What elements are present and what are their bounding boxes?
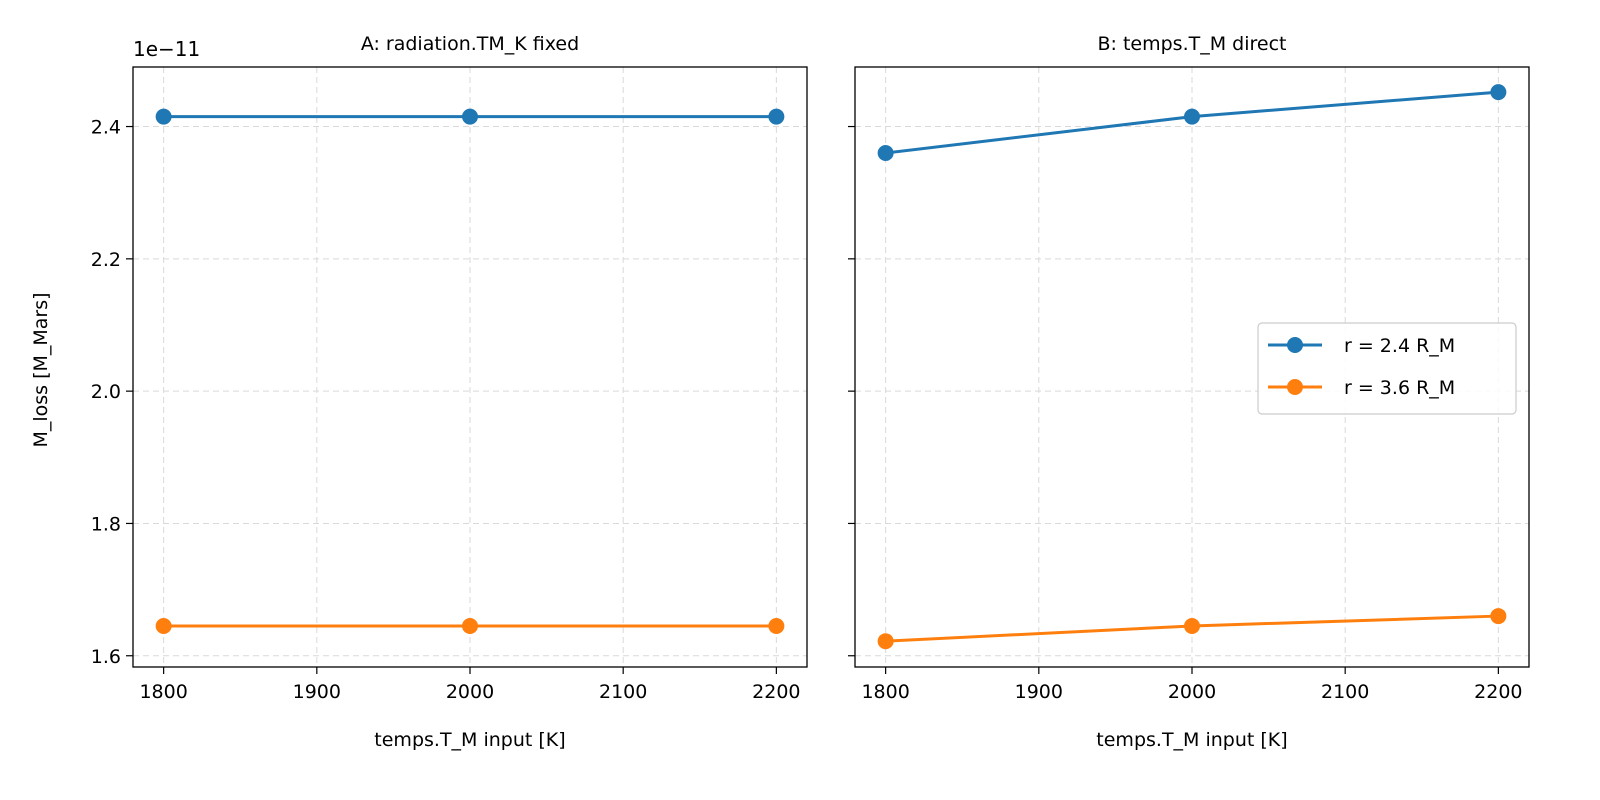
data-point (462, 617, 478, 634)
y-axis-label: M_loss [M_Mars] (30, 292, 52, 447)
x-tick-label: 1800 (139, 681, 187, 703)
panel-b-x-ticks: 1800 1900 2000 2100 2200 (861, 667, 1523, 703)
data-point (1184, 108, 1200, 125)
panel-b-grid (855, 67, 1529, 667)
panel-a-y-scale-offset: 1e−11 (133, 37, 200, 61)
data-point (877, 633, 894, 650)
x-tick-label: 2000 (446, 681, 494, 703)
panel-a: 1800 1900 2000 2100 2200 1.6 1.8 2.0 2.2 2.4 A: … (91, 33, 808, 751)
y-tick-label: 2.4 (91, 117, 121, 139)
legend-box (1257, 322, 1517, 415)
legend-swatch-marker (1287, 379, 1303, 395)
panel-b-y-ticks (848, 125, 855, 657)
legend-swatch-marker (1287, 337, 1303, 353)
panel-b-x-axis-label: temps.T_M input [K] (1096, 729, 1287, 751)
legend: r = 2.4 R_Mr = 3.6 R_M (1257, 322, 1517, 415)
panel-a-title: A: radiation.TM_K fixed (361, 33, 579, 55)
data-point (1490, 84, 1507, 101)
x-tick-label: 2000 (1168, 681, 1216, 703)
panel-b-series (877, 84, 1507, 650)
x-tick-label: 1900 (1015, 681, 1063, 703)
data-point (877, 144, 894, 161)
data-point (1490, 608, 1507, 625)
panel-b: 1800 1900 2000 2100 2200 B: temps.T_M direct… (848, 33, 1530, 751)
panel-b-title: B: temps.T_M direct (1098, 33, 1287, 55)
data-point (768, 617, 785, 634)
x-tick-label: 2200 (752, 681, 800, 703)
x-tick-label: 2100 (1321, 681, 1369, 703)
y-tick-label: 2.0 (91, 381, 121, 403)
data-point (768, 108, 785, 125)
panel-a-series (155, 108, 785, 634)
data-point (155, 617, 172, 634)
panel-a-x-ticks: 1800 1900 2000 2100 2200 (139, 667, 801, 703)
panel-a-x-axis-label: temps.T_M input [K] (374, 729, 565, 751)
data-point (462, 108, 478, 125)
y-tick-label: 1.6 (91, 646, 121, 668)
data-point (155, 108, 172, 125)
x-tick-label: 2200 (1474, 681, 1522, 703)
x-tick-label: 1900 (293, 681, 341, 703)
data-point (1184, 617, 1200, 634)
legend-label: r = 3.6 R_M (1344, 377, 1455, 399)
legend-label: r = 2.4 R_M (1344, 335, 1455, 357)
panel-a-grid (133, 67, 807, 667)
panel-a-y-ticks: 1.6 1.8 2.0 2.2 2.4 (91, 117, 133, 668)
y-tick-label: 2.2 (91, 249, 121, 271)
x-tick-label: 1800 (861, 681, 909, 703)
x-tick-label: 2100 (599, 681, 647, 703)
y-tick-label: 1.8 (91, 513, 121, 535)
